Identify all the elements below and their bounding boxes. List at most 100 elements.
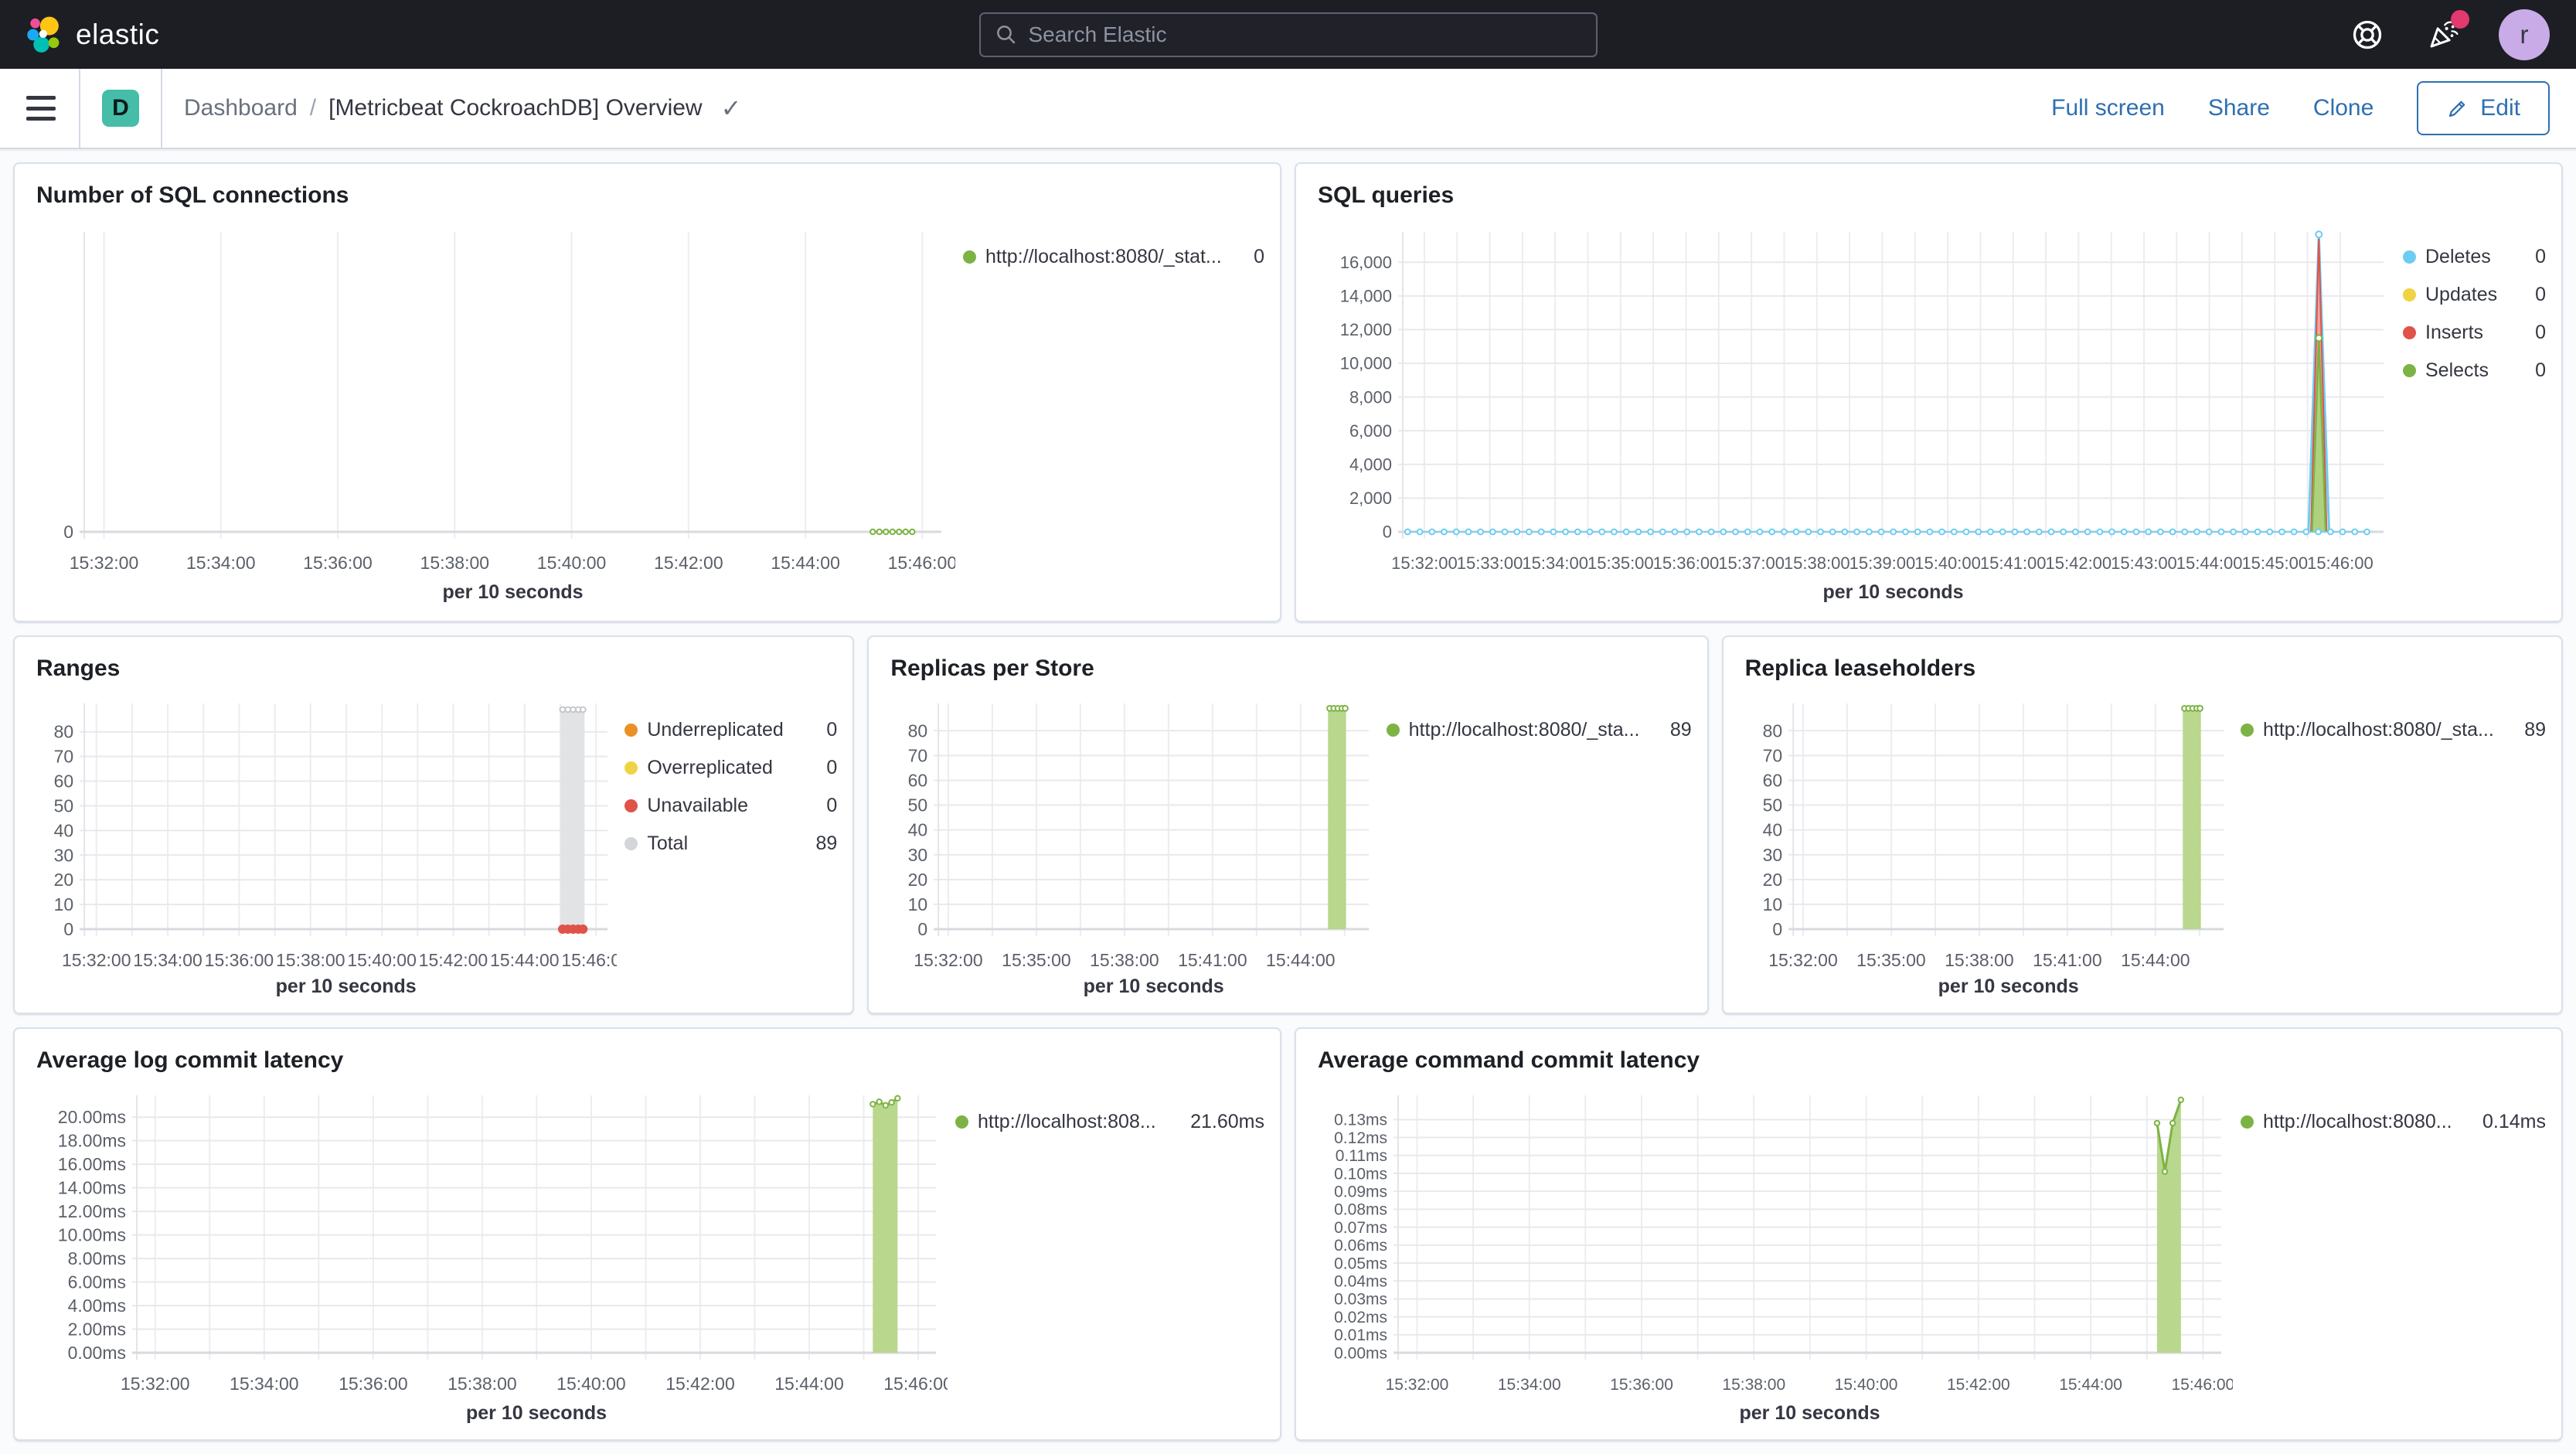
- panel-title[interactable]: Ranges: [36, 655, 121, 681]
- elastic-logo[interactable]: elastic: [26, 16, 159, 53]
- svg-text:15:41:00: 15:41:00: [2033, 950, 2102, 970]
- svg-text:15:34:00: 15:34:00: [133, 950, 202, 970]
- legend-item[interactable]: http://localhost:8080/_sta... 89: [2241, 719, 2546, 741]
- series-color-dot: [1386, 724, 1400, 737]
- svg-text:70: 70: [54, 747, 74, 767]
- svg-text:50: 50: [908, 795, 928, 816]
- svg-text:per 10 seconds: per 10 seconds: [276, 976, 417, 997]
- panel-title[interactable]: SQL queries: [1318, 182, 1455, 208]
- legend-item[interactable]: Overreplicated 0: [624, 757, 837, 779]
- svg-text:15:38:00: 15:38:00: [1945, 950, 2014, 970]
- sql-queries-chart[interactable]: 0 2,000 4,000 6,000 8,000 10,000 12,000 14,000 1…: [1312, 215, 2395, 611]
- legend-item[interactable]: Underreplicated 0: [624, 719, 837, 741]
- global-search[interactable]: [978, 12, 1598, 57]
- dashboard-toolbar: D Dashboard / [Metricbeat CockroachDB] O…: [0, 68, 2576, 149]
- panel-title[interactable]: Replica leaseholders: [1744, 655, 1976, 681]
- legend-item[interactable]: Total 89: [624, 833, 837, 855]
- svg-text:15:32:00: 15:32:00: [121, 1374, 190, 1394]
- log-commit-latency-chart[interactable]: 0.00ms 2.00ms 4.00ms 6.00ms 8.00ms 10.00ms 12.…: [30, 1080, 948, 1432]
- series-color-dot: [624, 724, 638, 737]
- svg-text:15:41:00: 15:41:00: [1178, 950, 1247, 970]
- svg-text:15:42:00: 15:42:00: [654, 553, 723, 573]
- svg-text:40: 40: [54, 820, 74, 840]
- user-avatar[interactable]: r: [2499, 9, 2550, 60]
- panel-title[interactable]: Average log commit latency: [36, 1047, 344, 1073]
- clone-button[interactable]: Clone: [2312, 95, 2374, 121]
- series-color-dot: [2403, 364, 2416, 377]
- ranges-chart[interactable]: 0 10 20 30 40 50 60 70 80 15:32:00 15:34:00 15:36:0…: [30, 688, 617, 1005]
- legend-item[interactable]: Deletes 0: [2403, 246, 2546, 268]
- svg-text:15:34:00: 15:34:00: [186, 553, 256, 573]
- panel-average-log-commit-latency: Average log commit latency 0.00ms 2.00ms 4…: [13, 1027, 1281, 1441]
- svg-text:30: 30: [908, 845, 928, 865]
- svg-text:20: 20: [1762, 870, 1782, 890]
- svg-text:70: 70: [1762, 745, 1782, 765]
- replicas-per-store-chart[interactable]: 0 10 20 30 40 50 60 70 80 15:32:00 15:35:00 15:38:0…: [884, 688, 1378, 1005]
- chart-legend: Deletes 0 Updates 0 Inserts 0: [2403, 215, 2546, 611]
- svg-text:8.00ms: 8.00ms: [68, 1248, 126, 1268]
- search-input[interactable]: [1028, 22, 1582, 47]
- svg-text:0.04ms: 0.04ms: [1334, 1273, 1387, 1291]
- svg-text:12,000: 12,000: [1340, 320, 1392, 339]
- legend-item[interactable]: Selects 0: [2403, 359, 2546, 382]
- svg-text:15:32:00: 15:32:00: [62, 950, 131, 970]
- sql-connections-chart[interactable]: 0 15:32:00 15:34:00 15:36:00 15:38:00 15:40:0…: [30, 215, 955, 611]
- replica-leaseholders-chart[interactable]: 0 10 20 30 40 50 60 70 80 15:32:00 15:35:00 15:38:0…: [1739, 688, 2233, 1005]
- svg-text:15:38:00: 15:38:00: [447, 1374, 517, 1394]
- full-screen-button[interactable]: Full screen: [2051, 95, 2165, 121]
- chart-legend: http://localhost:808... 21.60ms: [955, 1080, 1264, 1432]
- command-commit-latency-chart[interactable]: 0.00ms0.01ms0.02ms0.03ms0.04ms0.05ms0.06…: [1312, 1080, 2233, 1432]
- svg-text:15:32:00: 15:32:00: [70, 553, 139, 573]
- legend-item[interactable]: Inserts 0: [2403, 322, 2546, 344]
- chart-legend: http://localhost:8080/_sta... 89: [2241, 688, 2546, 1005]
- svg-text:15:32:00: 15:32:00: [1768, 950, 1838, 970]
- svg-text:15:42:00: 15:42:00: [1947, 1376, 2010, 1394]
- legend-item[interactable]: http://localhost:8080... 0.14ms: [2241, 1111, 2546, 1133]
- panel-title[interactable]: Number of SQL connections: [36, 182, 349, 208]
- legend-item[interactable]: Updates 0: [2403, 284, 2546, 306]
- share-button[interactable]: Share: [2207, 95, 2270, 121]
- legend-item[interactable]: http://localhost:8080/_stat... 0: [963, 246, 1264, 268]
- svg-text:0: 0: [918, 919, 928, 939]
- panel-title[interactable]: Replicas per Store: [890, 655, 1094, 681]
- menu-button[interactable]: [26, 96, 56, 121]
- svg-text:15:40:00: 15:40:00: [1835, 1376, 1898, 1394]
- legend-item[interactable]: Unavailable 0: [624, 795, 837, 817]
- check-icon[interactable]: ✓: [720, 94, 742, 122]
- svg-text:15:44:00: 15:44:00: [2121, 950, 2190, 970]
- series-color-dot: [963, 250, 976, 264]
- edit-button[interactable]: Edit: [2417, 81, 2550, 135]
- dashboard-app-badge[interactable]: D: [102, 90, 139, 127]
- svg-text:0.12ms: 0.12ms: [1334, 1129, 1387, 1147]
- svg-text:50: 50: [54, 795, 74, 816]
- pencil-icon: [2449, 100, 2465, 117]
- svg-text:15:44:00: 15:44:00: [2059, 1376, 2122, 1394]
- legend-item[interactable]: http://localhost:8080/_sta... 89: [1386, 719, 1692, 741]
- svg-text:15:46:00: 15:46:00: [883, 1374, 948, 1394]
- svg-text:per 10 seconds: per 10 seconds: [1084, 976, 1224, 997]
- svg-text:0.03ms: 0.03ms: [1334, 1291, 1387, 1309]
- panel-average-command-commit-latency: Average command commit latency 0.00ms 0.0…: [1295, 1027, 2563, 1441]
- svg-text:60: 60: [908, 771, 928, 791]
- legend-item[interactable]: http://localhost:808... 21.60ms: [955, 1111, 1264, 1133]
- svg-text:12.00ms: 12.00ms: [58, 1201, 126, 1221]
- breadcrumb-dashboard-link[interactable]: Dashboard: [184, 95, 298, 121]
- svg-text:15:34:00: 15:34:00: [230, 1374, 299, 1394]
- toolbar-divider: [161, 68, 162, 148]
- svg-text:15:35:00: 15:35:00: [1587, 553, 1654, 573]
- series-color-dot: [2241, 1115, 2254, 1129]
- svg-text:80: 80: [1762, 720, 1782, 741]
- search-icon: [996, 25, 1015, 43]
- svg-text:60: 60: [54, 771, 74, 792]
- svg-text:15:43:00: 15:43:00: [2111, 553, 2177, 573]
- chart-legend: http://localhost:8080/_stat... 0: [963, 215, 1264, 611]
- newsfeed-button[interactable]: [2423, 9, 2469, 55]
- svg-text:6.00ms: 6.00ms: [68, 1272, 126, 1292]
- svg-text:14,000: 14,000: [1340, 287, 1392, 306]
- svg-text:15:46:00: 15:46:00: [888, 553, 955, 573]
- svg-text:15:46:00: 15:46:00: [561, 950, 617, 970]
- svg-text:0.11ms: 0.11ms: [1336, 1147, 1387, 1165]
- help-button[interactable]: [2347, 15, 2387, 55]
- svg-text:15:45:00: 15:45:00: [2241, 553, 2308, 573]
- panel-title[interactable]: Average command commit latency: [1318, 1047, 1700, 1073]
